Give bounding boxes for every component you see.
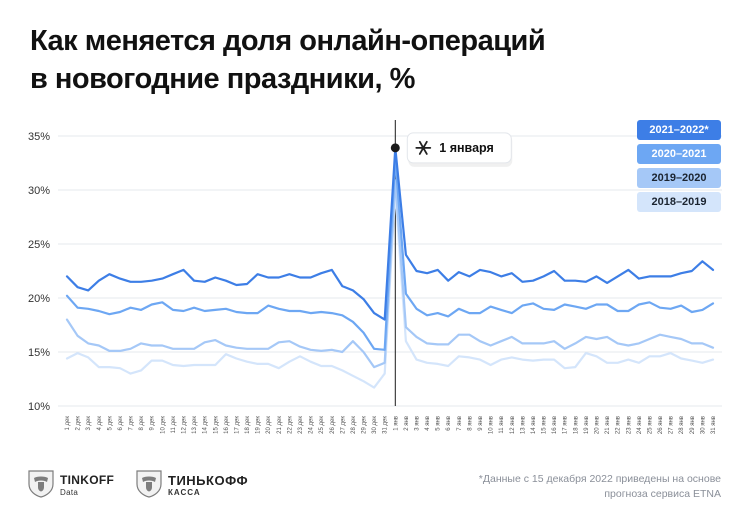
x-tick-label: 24 янв bbox=[637, 416, 643, 434]
y-tick-label: 25% bbox=[28, 239, 50, 251]
annotation-label: 1 января bbox=[439, 141, 494, 155]
x-tick-label: 3 дек bbox=[86, 416, 92, 431]
x-tick-label: 3 янв bbox=[414, 416, 420, 431]
x-tick-label: 18 дек bbox=[245, 416, 251, 434]
x-tick-label: 13 дек bbox=[192, 416, 198, 434]
footnote: *Данные с 15 декабря 2022 приведены на о… bbox=[478, 473, 721, 500]
x-tick-label: 28 янв bbox=[679, 416, 685, 434]
x-tick-label: 31 дек bbox=[383, 416, 389, 434]
legend-item-2018-2019: 2018–2019 bbox=[637, 192, 721, 212]
x-tick-label: 21 янв bbox=[605, 416, 611, 434]
x-tick-label: 30 дек bbox=[372, 416, 378, 434]
annotation-point bbox=[390, 143, 400, 153]
x-tick-label: 14 янв bbox=[531, 416, 537, 434]
x-tick-label: 26 дек bbox=[330, 416, 336, 434]
x-tick-label: 12 янв bbox=[510, 416, 516, 434]
chart-legend: 2021–2022* 2020–2021 2019–2020 2018–2019 bbox=[637, 120, 721, 216]
annotation-box bbox=[406, 132, 512, 164]
x-tick-label: 4 дек bbox=[97, 416, 103, 431]
x-tick-label: 11 дек bbox=[171, 416, 177, 434]
x-tick-label: 26 янв bbox=[658, 416, 664, 434]
x-tick-label: 20 дек bbox=[266, 416, 272, 434]
snowflake-icon bbox=[415, 140, 432, 155]
legend-item-2019-2020: 2019–2020 bbox=[637, 168, 721, 188]
x-tick-label: 8 янв bbox=[467, 416, 473, 431]
tinkoff-shield-icon bbox=[28, 470, 54, 498]
x-tick-label: 4 янв bbox=[425, 416, 431, 431]
x-tick-label: 15 дек bbox=[213, 416, 219, 434]
x-tick-label: 1 дек bbox=[65, 416, 71, 431]
x-tick-label: 13 янв bbox=[520, 416, 526, 434]
y-tick-label: 20% bbox=[28, 293, 50, 305]
x-tick-label: 7 дек bbox=[129, 416, 135, 431]
x-tick-label: 22 янв bbox=[616, 416, 622, 434]
x-tick-label: 24 дек bbox=[309, 416, 315, 434]
x-tick-label: 17 янв bbox=[563, 416, 569, 434]
x-tick-label: 6 янв bbox=[446, 416, 452, 431]
y-tick-label: 10% bbox=[28, 401, 50, 413]
y-tick-label: 15% bbox=[28, 347, 50, 359]
x-tick-label: 29 дек bbox=[362, 416, 368, 434]
x-tick-label: 23 дек bbox=[298, 416, 304, 434]
chart-title-line-1: Как меняется доля онлайн-операций bbox=[30, 25, 546, 57]
x-tick-label: 30 янв bbox=[700, 416, 706, 434]
line-chart: 10% 15% 20% 25% 30% 35% 1 дек 2 дек 3 дек 4 дек 5 … bbox=[28, 120, 722, 434]
x-tick-label: 16 дек bbox=[224, 416, 230, 434]
logo-tinkoff-text: TINKOFF bbox=[60, 473, 115, 487]
series-line bbox=[65, 146, 715, 321]
x-tick-label: 8 дек bbox=[139, 416, 145, 431]
x-tick-label: 16 янв bbox=[552, 416, 558, 434]
legend-item-2020-2021: 2020–2021 bbox=[637, 144, 721, 164]
x-tick-label: 19 янв bbox=[584, 416, 590, 434]
logo-data-text: Data bbox=[60, 488, 79, 497]
x-tick-label: 27 дек bbox=[340, 416, 346, 434]
x-tick-label: 23 янв bbox=[626, 416, 632, 434]
x-tick-label: 21 дек bbox=[277, 416, 283, 434]
x-tick-label: 9 дек bbox=[150, 416, 156, 431]
x-tick-label: 12 дек bbox=[181, 416, 187, 434]
x-tick-label: 15 янв bbox=[542, 416, 548, 434]
x-tick-label: 1 янв bbox=[393, 416, 399, 431]
x-tick-label: 17 дек bbox=[234, 416, 240, 434]
x-tick-label: 7 янв bbox=[457, 416, 463, 431]
x-tick-label: 18 янв bbox=[573, 416, 579, 434]
tinkoff-shield-icon bbox=[136, 470, 162, 498]
x-tick-label: 5 янв bbox=[436, 416, 442, 431]
logo-kassa-text: КАССА bbox=[168, 488, 201, 497]
y-tick-label: 30% bbox=[28, 185, 50, 197]
x-tick-label: 25 дек bbox=[319, 416, 325, 434]
x-tick-label: 31 янв bbox=[711, 416, 717, 434]
x-tick-label: 2 янв bbox=[404, 416, 410, 431]
x-tick-label: 27 янв bbox=[669, 416, 675, 434]
x-tick-label: 11 янв bbox=[499, 416, 505, 434]
x-tick-label: 22 дек bbox=[287, 416, 293, 434]
x-tick-label: 29 янв bbox=[690, 416, 696, 434]
series-line bbox=[65, 157, 715, 351]
x-tick-label: 10 янв bbox=[489, 416, 495, 434]
legend-item-2021-2022: 2021–2022* bbox=[637, 120, 721, 140]
chart-title: Как меняется доля онлайн-операций в ново… bbox=[30, 22, 546, 98]
x-tick-label: 9 янв bbox=[478, 416, 484, 431]
chart-title-line-2: в новогодние праздники, % bbox=[30, 63, 415, 95]
x-tick-label: 5 дек bbox=[107, 416, 113, 431]
x-tick-label: 10 дек bbox=[160, 416, 166, 434]
y-tick-label: 35% bbox=[28, 131, 50, 143]
x-tick-label: 19 дек bbox=[256, 416, 262, 434]
x-tick-label: 28 дек bbox=[351, 416, 357, 434]
logo-tinkoff-ru-text: ТИНЬКОФФ bbox=[168, 473, 249, 488]
x-tick-label: 14 дек bbox=[203, 416, 209, 434]
x-tick-label: 20 янв bbox=[595, 416, 601, 434]
x-tick-label: 6 дек bbox=[118, 416, 124, 431]
x-tick-label: 2 дек bbox=[76, 416, 82, 431]
x-tick-label: 25 янв bbox=[647, 416, 653, 434]
